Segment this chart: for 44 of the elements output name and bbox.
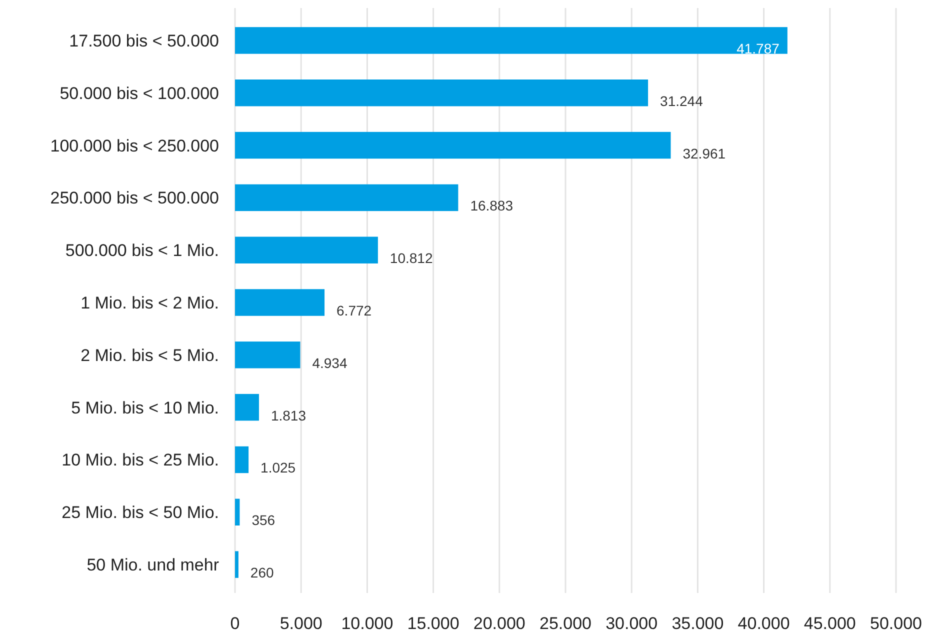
- y-tick-label: 17.500 bis < 50.000: [69, 31, 219, 50]
- data-label: 260: [250, 564, 274, 581]
- x-tick-label: 5.000: [280, 614, 322, 633]
- bar: [235, 446, 249, 474]
- bar: [235, 289, 325, 316]
- y-tick-label: 10 Mio. bis < 25 Mio.: [62, 450, 219, 470]
- y-tick-label: 50 Mio. und mehr: [86, 556, 220, 575]
- data-label: 32.961: [682, 145, 726, 162]
- bar: [235, 132, 671, 159]
- bar: [235, 27, 788, 54]
- data-label: 31.244: [660, 92, 704, 109]
- data-label: 16.883: [470, 198, 514, 214]
- x-tick-label: 0: [230, 614, 240, 633]
- bar: [235, 498, 240, 526]
- data-label: 356: [252, 512, 276, 528]
- bar: [235, 551, 238, 578]
- bar: [235, 394, 259, 421]
- y-tick-label: 100.000 bis < 250.000: [50, 136, 219, 156]
- y-tick-label: 50.000 bis < 100.000: [60, 84, 219, 103]
- y-tick-label: 500.000 bis < 1 Mio.: [65, 241, 219, 260]
- x-tick-label: 50.000: [870, 614, 922, 633]
- data-label: 6.772: [336, 302, 372, 318]
- x-tick-label: 40.000: [738, 614, 790, 633]
- x-tick-label: 30.000: [606, 614, 658, 633]
- data-label: 4.934: [312, 354, 348, 371]
- data-label: 41.787: [736, 40, 780, 56]
- data-label: 1.813: [270, 407, 306, 424]
- x-tick-label: 25.000: [540, 614, 592, 633]
- bar: [235, 342, 300, 368]
- x-tick-label: 15.000: [407, 614, 460, 633]
- data-label: 10.812: [390, 250, 433, 266]
- x-tick-label: 45.000: [804, 614, 856, 633]
- bar: [235, 236, 378, 264]
- bar: [235, 80, 648, 106]
- x-tick-label: 10.000: [341, 614, 394, 633]
- y-tick-label: 1 Mio. bis < 2 Mio.: [80, 294, 219, 312]
- bar: [235, 184, 458, 212]
- x-tick-label: 35.000: [672, 614, 724, 633]
- data-label: 1.025: [260, 460, 296, 476]
- y-tick-label: 5 Mio. bis < 10 Mio.: [71, 398, 219, 418]
- x-tick-label: 20.000: [473, 614, 526, 633]
- y-tick-label: 2 Mio. bis < 5 Mio.: [80, 346, 219, 365]
- y-tick-label: 250.000 bis < 500.000: [50, 188, 219, 208]
- y-tick-label: 25 Mio. bis < 50 Mio.: [62, 503, 219, 522]
